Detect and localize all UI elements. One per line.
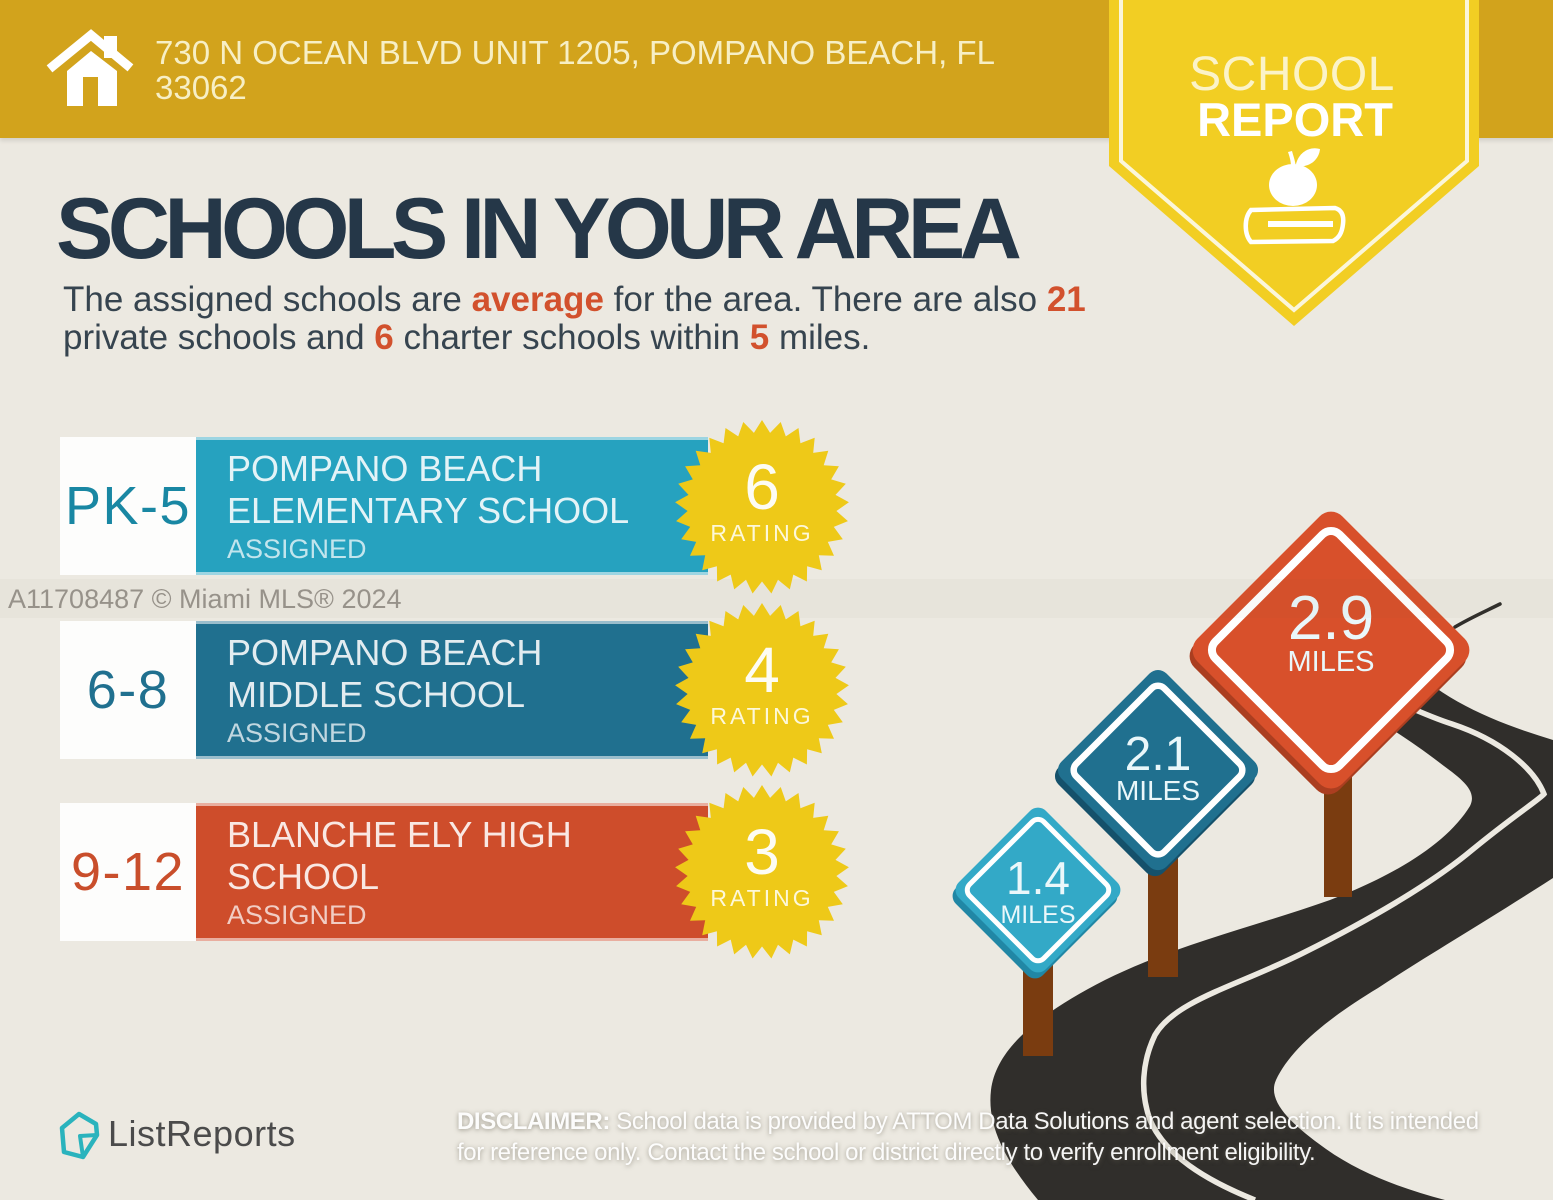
svg-text:2.1: 2.1 — [1125, 728, 1192, 781]
svg-text:MILES: MILES — [1116, 775, 1200, 806]
svg-text:MILES: MILES — [1000, 901, 1075, 929]
svg-text:MILES: MILES — [1287, 646, 1374, 678]
svg-text:SCHOOL: SCHOOL — [1189, 48, 1395, 101]
svg-text:1.4: 1.4 — [1006, 852, 1070, 904]
svg-text:REPORT: REPORT — [1197, 93, 1393, 146]
svg-text:2.9: 2.9 — [1288, 584, 1374, 653]
